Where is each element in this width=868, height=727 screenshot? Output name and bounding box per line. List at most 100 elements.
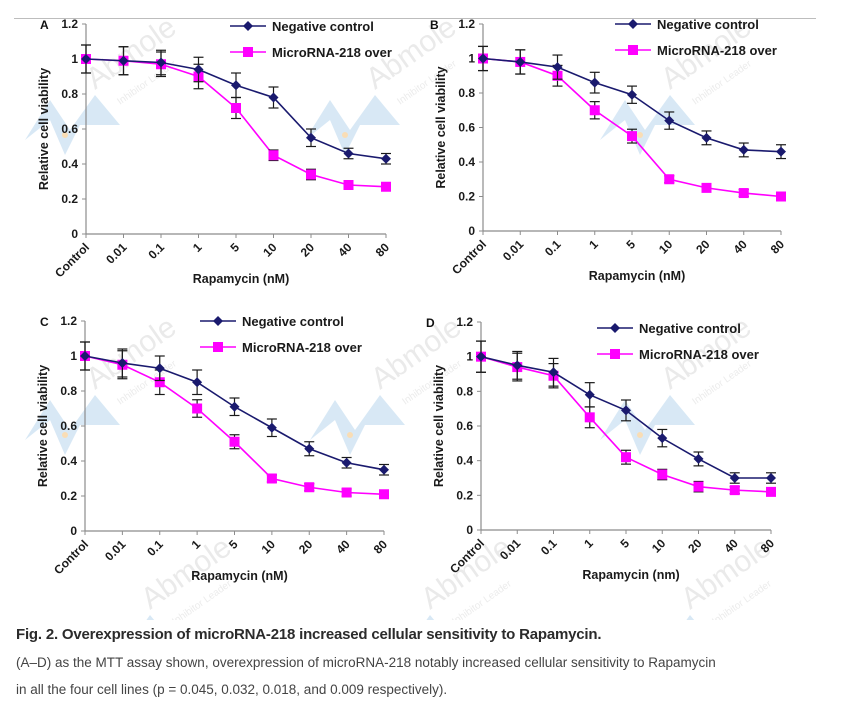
watermark-logo-icon bbox=[600, 95, 695, 155]
legend-label: Negative control bbox=[272, 19, 374, 34]
y-axis-label: Relative cell viability bbox=[37, 68, 51, 190]
legend-square-icon bbox=[610, 349, 620, 359]
data-point-diamond bbox=[266, 422, 277, 433]
x-tick-label: 5 bbox=[623, 237, 638, 252]
x-tick-label: 80 bbox=[371, 537, 391, 557]
data-point-diamond bbox=[515, 56, 526, 67]
data-point-square bbox=[584, 412, 595, 423]
x-tick-label: 1 bbox=[581, 536, 596, 551]
panel-label: D bbox=[426, 316, 435, 330]
data-point-square bbox=[738, 188, 749, 199]
y-tick-label: 1.2 bbox=[458, 17, 475, 31]
legend-item: MicroRNA-218 over bbox=[615, 43, 777, 58]
legend-item: MicroRNA-218 over bbox=[200, 340, 362, 355]
data-point-diamond bbox=[231, 80, 241, 91]
data-point-diamond bbox=[341, 457, 352, 468]
y-tick-label: 0.2 bbox=[458, 190, 475, 204]
data-point-square bbox=[657, 469, 668, 480]
watermark-brand: Abmole bbox=[80, 10, 182, 95]
data-point-diamond bbox=[80, 351, 90, 361]
panel-b: B 0 0.2 0.4 0.6 0.8 1 1.2 Control 0.01 0.1 1 5 10 20 40… bbox=[430, 17, 787, 283]
series-negative-control bbox=[81, 44, 391, 165]
y-tick-label: 0 bbox=[468, 224, 475, 238]
x-axis-label: Rapamycin (nM) bbox=[193, 272, 290, 286]
legend: Negative control MicroRNA-218 over bbox=[200, 314, 362, 355]
y-tick-label: 1 bbox=[466, 350, 473, 364]
legend-label: MicroRNA-218 over bbox=[657, 43, 777, 58]
data-point-square bbox=[379, 489, 389, 500]
data-point-square bbox=[381, 181, 391, 192]
data-point-diamond bbox=[664, 115, 675, 126]
data-point-diamond bbox=[552, 62, 563, 73]
data-point-square bbox=[776, 191, 786, 202]
x-tick-label: 0.01 bbox=[102, 537, 129, 564]
x-tick-label: Control bbox=[449, 237, 489, 277]
x-tick-label: 0.1 bbox=[542, 237, 564, 259]
y-tick-label: 0 bbox=[466, 523, 473, 537]
panel-label: A bbox=[40, 18, 49, 32]
x-tick-label: 20 bbox=[693, 237, 713, 257]
y-tick-label: 1 bbox=[71, 52, 78, 66]
x-tick-label: 0.1 bbox=[144, 537, 166, 559]
x-tick-label: 5 bbox=[227, 240, 242, 255]
data-point-square bbox=[266, 473, 277, 484]
x-tick-label: 40 bbox=[333, 537, 353, 557]
legend-item: MicroRNA-218 over bbox=[597, 347, 759, 362]
x-tick-label: 10 bbox=[260, 240, 280, 260]
data-point-diamond bbox=[117, 358, 128, 368]
watermark-logo-icon bbox=[600, 395, 695, 455]
data-point-diamond bbox=[584, 389, 595, 400]
data-point-diamond bbox=[304, 443, 315, 454]
legend-diamond-icon bbox=[628, 19, 638, 29]
data-point-square bbox=[154, 377, 165, 388]
data-point-square bbox=[268, 150, 279, 161]
y-axis-label: Relative cell viability bbox=[432, 365, 446, 487]
panel-a: A 0 0.2 0.4 0.6 0.8 1 1.2 Control 0.01 0.1 1 5 10 20 40… bbox=[37, 17, 392, 286]
y-tick-label: 1 bbox=[70, 349, 77, 363]
y-tick-label: 0.6 bbox=[61, 122, 78, 136]
x-axis-label: Rapamycin (nM) bbox=[191, 569, 288, 583]
x-tick-label: 40 bbox=[335, 240, 355, 260]
x-tick-label: 20 bbox=[685, 536, 705, 556]
x-axis-label: Rapamycin (nM) bbox=[589, 269, 686, 283]
y-axis-label: Relative cell viability bbox=[36, 365, 50, 487]
watermark-dot-icon bbox=[637, 132, 643, 138]
data-point-diamond bbox=[156, 57, 166, 68]
data-point-square bbox=[343, 180, 354, 190]
y-tick-label: 0.4 bbox=[61, 157, 78, 171]
legend-diamond-icon bbox=[243, 21, 253, 31]
watermark-dot-icon bbox=[62, 432, 68, 438]
data-point-square bbox=[589, 105, 600, 116]
x-tick-label: 80 bbox=[373, 240, 393, 260]
caption-title: Fig. 2. Overexpression of microRNA-218 i… bbox=[16, 626, 602, 643]
data-point-square bbox=[693, 481, 704, 492]
legend-square-icon bbox=[213, 342, 223, 352]
watermark-logo-icon bbox=[645, 615, 695, 620]
legend: Negative control MicroRNA-218 over bbox=[230, 19, 392, 60]
x-tick-label: 0.01 bbox=[103, 240, 130, 267]
x-tick-label: 1 bbox=[586, 237, 601, 252]
data-point-square bbox=[229, 436, 240, 447]
y-tick-label: 0 bbox=[71, 227, 78, 241]
x-tick-label: 0.1 bbox=[145, 240, 167, 262]
y-tick-label: 0.2 bbox=[61, 192, 78, 206]
watermark-logo-icon bbox=[305, 95, 400, 155]
watermark-dot-icon bbox=[637, 432, 643, 438]
legend-label: Negative control bbox=[639, 321, 741, 336]
data-point-diamond bbox=[193, 64, 204, 75]
data-point-diamond bbox=[118, 55, 129, 66]
watermark-dot-icon bbox=[62, 132, 68, 138]
data-point-diamond bbox=[657, 433, 668, 444]
data-point-square bbox=[766, 486, 776, 497]
panel-label: B bbox=[430, 18, 439, 32]
y-tick-label: 1.2 bbox=[61, 17, 78, 31]
y-tick-label: 0.4 bbox=[60, 454, 77, 468]
data-point-square bbox=[304, 482, 315, 493]
x-tick-label: Control bbox=[52, 240, 92, 280]
data-point-diamond bbox=[192, 377, 203, 388]
data-point-square bbox=[306, 169, 316, 180]
y-tick-label: 1.2 bbox=[60, 314, 77, 328]
